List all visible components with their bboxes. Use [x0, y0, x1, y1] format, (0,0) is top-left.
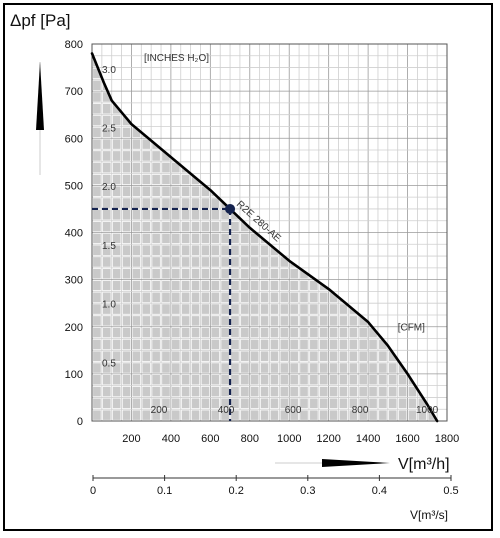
inh2o-tick-label: 2.5	[102, 124, 116, 135]
ms-tick-label: 0.5	[443, 485, 458, 497]
x-tick-label: 1400	[356, 433, 380, 445]
inh2o-unit-label: [INCHES H₂O]	[144, 53, 209, 64]
y-tick-label: 200	[65, 322, 83, 334]
x-tick-label: 1800	[435, 433, 459, 445]
y-axis-title: Δpf [Pa]	[10, 11, 71, 30]
cfm-unit-label: [CFM]	[398, 323, 425, 334]
y-tick-label: 400	[65, 228, 83, 240]
inh2o-tick-label: 0.5	[102, 358, 116, 369]
y-tick-label: 800	[65, 39, 83, 51]
x-tick-label: 400	[162, 433, 180, 445]
plot-area-border	[91, 43, 448, 422]
y-tick-label: 600	[65, 133, 83, 145]
fan-curve-line	[90, 52, 439, 423]
x-tick-label: 1600	[395, 433, 419, 445]
x-tick-label: 800	[241, 433, 259, 445]
y-tick-label: 700	[65, 86, 83, 98]
ms-tick-label: 0	[90, 485, 96, 497]
ms-tick-label: 0.4	[372, 485, 387, 497]
chart-frame	[3, 3, 493, 531]
inh2o-tick-label: 1.5	[102, 241, 116, 252]
y-tick-label: 300	[65, 275, 83, 287]
y-tick-label: 500	[65, 180, 83, 192]
ms-tick-label: 0.3	[300, 485, 315, 497]
cfm-tick-label: 800	[352, 405, 369, 416]
cfm-tick-label: 400	[218, 405, 235, 416]
x-tick-label: 600	[201, 433, 219, 445]
x-tick-label: 1000	[277, 433, 301, 445]
ms-tick-label: 0.2	[229, 485, 244, 497]
x-tick-label: 1200	[316, 433, 340, 445]
inh2o-tick-label: 3.0	[102, 65, 116, 76]
y-axis-arrow-icon	[36, 62, 44, 130]
inh2o-tick-label: 2.0	[102, 182, 116, 193]
y-tick-label: 0	[77, 416, 83, 428]
cfm-tick-label: 200	[151, 405, 168, 416]
y-tick-label: 100	[65, 369, 83, 381]
operating-point-marker	[225, 203, 236, 214]
ms-tick-label: 0.1	[157, 485, 172, 497]
ms-axis-title: V[m³/s]	[410, 508, 448, 522]
inh2o-tick-label: 1.0	[102, 300, 116, 311]
x-tick-label: 200	[122, 433, 140, 445]
cfm-tick-label: 600	[285, 405, 302, 416]
x-axis-arrow-icon	[322, 459, 390, 467]
x-axis-title: V[m³/h]	[398, 456, 450, 473]
cfm-tick-label: 1000	[416, 405, 439, 416]
